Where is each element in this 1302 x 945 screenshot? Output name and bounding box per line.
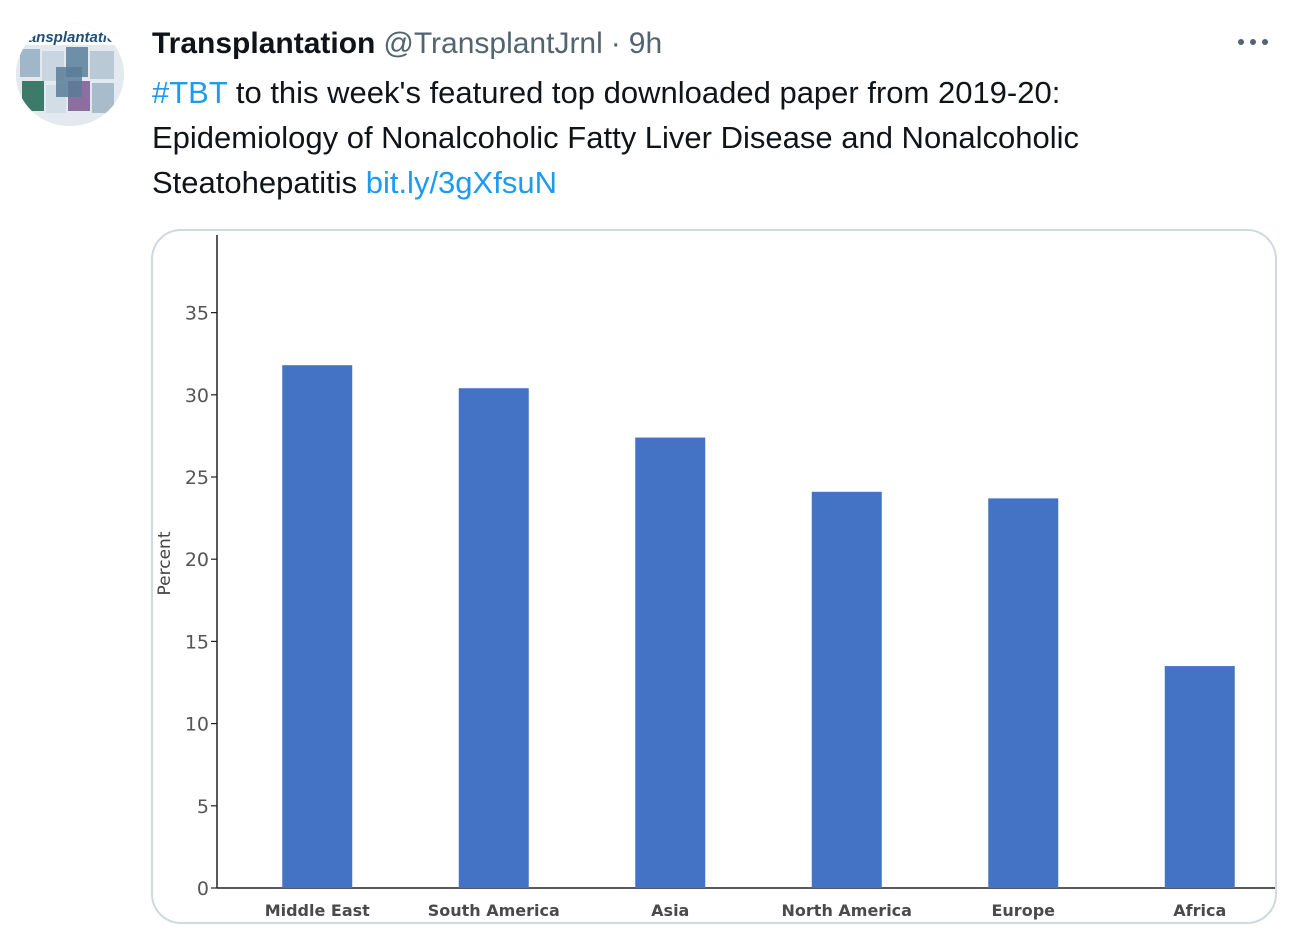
timestamp[interactable]: 9h: [628, 27, 663, 60]
bar: [282, 365, 353, 888]
y-tick-label: 20: [185, 549, 209, 571]
bar: [988, 498, 1059, 888]
x-category-label: North America: [782, 901, 912, 920]
tweet-text-line-2: Epidemiology of Nonalcoholic Fatty Liver…: [152, 120, 1080, 155]
journal-covers-avatar-icon: ransplantation: [16, 23, 124, 126]
x-category-label: Asia: [651, 901, 689, 920]
x-category-label: Africa: [1173, 901, 1226, 920]
more-options-button[interactable]: [1233, 26, 1273, 58]
y-tick-label: 0: [197, 878, 209, 900]
avatar-logo-text: ransplantation: [22, 29, 124, 46]
tweet-text-line-3: Steatohepatitis bit.ly/3gXfsuN: [152, 160, 1262, 205]
bar: [1164, 666, 1235, 888]
bar: [458, 388, 529, 888]
y-tick-label: 35: [185, 303, 209, 325]
x-category-label: Middle East: [265, 901, 370, 920]
user-handle[interactable]: @TransplantJrnl: [383, 27, 603, 60]
hashtag-link[interactable]: #TBT: [152, 75, 228, 110]
y-tick-label: 25: [185, 467, 209, 489]
bar: [811, 491, 882, 888]
tweet-header: Transplantation @TransplantJrnl · 9h: [152, 24, 662, 64]
more-horizontal-icon: [1238, 39, 1268, 45]
y-tick-label: 15: [185, 631, 209, 653]
x-category-label: Europe: [991, 901, 1055, 920]
tweet-text-segment-3: Steatohepatitis: [152, 165, 366, 200]
x-category-label: South America: [428, 901, 560, 920]
bar: [635, 437, 706, 888]
display-name[interactable]: Transplantation: [152, 27, 376, 60]
media-card[interactable]: 0 5 10 15 20 25 30 35 Percent Middle East South Am…: [151, 229, 1277, 924]
tweet-text-segment-1: to this week's featured top downloaded p…: [227, 75, 1061, 110]
y-tick-label: 5: [197, 796, 209, 818]
url-link[interactable]: bit.ly/3gXfsuN: [365, 165, 557, 200]
y-tick-label: 30: [185, 385, 209, 407]
y-tick-label: 10: [185, 714, 209, 736]
tweet-text-line-1: #TBT to this week's featured top downloa…: [152, 70, 1262, 115]
header-separator: ·: [610, 27, 621, 60]
avatar[interactable]: ransplantation: [16, 23, 124, 126]
y-axis-title: Percent: [155, 531, 175, 595]
tweet-body: #TBT to this week's featured top downloa…: [152, 70, 1262, 205]
bar-chart: 0 5 10 15 20 25 30 35 Percent Middle East South Am…: [155, 235, 1275, 920]
